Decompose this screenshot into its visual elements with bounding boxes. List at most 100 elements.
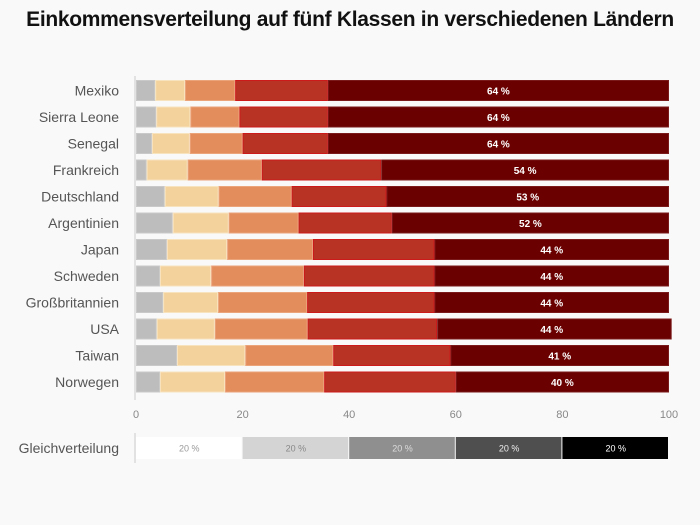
bar-segment-q3 <box>218 186 292 207</box>
bar-segment-q1 <box>136 80 156 101</box>
category-label: Norwegen <box>55 374 119 390</box>
data-label: 41 % <box>548 352 571 363</box>
bar-segment-q3 <box>189 133 243 154</box>
bar-segment-q3 <box>218 292 308 313</box>
data-label: 64 % <box>487 113 510 124</box>
data-label: 40 % <box>551 378 574 389</box>
bar-segment-q4 <box>298 212 392 234</box>
x-tick-label: 100 <box>660 409 678 421</box>
data-label: 64 % <box>487 140 510 151</box>
bar-row: Taiwan 41 % <box>75 345 669 366</box>
bar-row: Japan 44 % <box>81 239 670 260</box>
data-label: 44 % <box>540 325 563 336</box>
category-label: Argentinien <box>48 215 119 231</box>
bar-segment-q2 <box>155 80 186 101</box>
category-label: Taiwan <box>75 348 119 364</box>
bar-segment-q3 <box>227 239 313 260</box>
bar-segment-q5 <box>455 371 669 393</box>
bar-segment-q4 <box>261 159 382 181</box>
bar-segment-q4 <box>312 239 435 260</box>
reference-segment <box>349 437 455 459</box>
bar-segment-q3 <box>190 106 240 128</box>
bar-segment-q1 <box>136 318 157 340</box>
bar-segment-q1 <box>136 186 165 207</box>
bar-segment-q5 <box>434 265 670 287</box>
bar-segment-q5 <box>391 212 669 234</box>
chart-title: Einkommensverteilung auf fünf Klassen in… <box>26 8 674 31</box>
bar-segment-q1 <box>136 133 152 154</box>
bar-segment-q2 <box>164 186 219 207</box>
bar-segment-q4 <box>303 265 435 287</box>
bar-row: Schweden 44 % <box>54 265 670 287</box>
bar-segment-q4 <box>291 186 387 207</box>
bar-segment-q3 <box>214 318 308 340</box>
bar-segment-q3 <box>225 371 325 393</box>
reference-value-label: 20 % <box>286 444 307 454</box>
bar-segment-q4 <box>333 345 451 366</box>
category-label: Deutschland <box>41 189 119 205</box>
bar-segment-q1 <box>136 371 160 393</box>
bar-segment-q5 <box>327 80 669 101</box>
reference-value-label: 20 % <box>392 444 413 454</box>
reference-row: Gleichverteilung 20 % 20 % 20 % 20 % 20 % <box>19 437 668 459</box>
data-label: 44 % <box>540 246 563 257</box>
data-label: 53 % <box>516 193 539 204</box>
x-tick-label: 0 <box>133 409 139 421</box>
reference-segment <box>455 437 562 459</box>
bar-segment-q4 <box>307 318 438 340</box>
bar-row: Mexiko 64 % <box>75 80 669 101</box>
reference-value-label: 20 % <box>179 444 200 454</box>
bar-segment-q5 <box>434 239 670 260</box>
bar-segment-q1 <box>136 159 147 181</box>
bar-segment-q1 <box>136 292 164 313</box>
data-label: 54 % <box>514 166 537 177</box>
x-tick-label: 40 <box>343 409 355 421</box>
bar-segment-q2 <box>156 318 215 340</box>
bar-segment-q2 <box>159 371 226 393</box>
bar-segment-q4 <box>239 106 328 128</box>
category-label: Frankreich <box>53 162 119 178</box>
bar-segment-q2 <box>172 212 229 234</box>
reference-value-label: 20 % <box>499 444 520 454</box>
bar-segment-q3 <box>185 80 236 101</box>
data-label: 64 % <box>487 87 510 98</box>
category-label: Senegal <box>68 136 119 152</box>
bar-segment-q2 <box>163 292 219 313</box>
bar-segment-q3 <box>228 212 299 234</box>
bar-segment-q3 <box>187 159 262 181</box>
bar-segment-q5 <box>381 159 669 181</box>
bar-segment-q2 <box>156 106 191 128</box>
x-axis-ticks: 0 20 40 60 80 100 <box>133 409 678 421</box>
bar-segment-q2 <box>159 265 212 287</box>
bar-segment-q1 <box>136 265 160 287</box>
category-label: USA <box>90 321 119 337</box>
bar-segment-q2 <box>146 159 188 181</box>
bar-segment-q5 <box>450 345 669 366</box>
bar-segment-q2 <box>151 133 190 154</box>
bar-segment-q5 <box>437 318 672 340</box>
bar-segment-q2 <box>166 239 228 260</box>
bar-row: Sierra Leone 64 % <box>39 106 669 128</box>
bar-row: Senegal 64 % <box>68 133 669 154</box>
bar-segment-q4 <box>324 371 456 393</box>
bar-segment-q1 <box>136 239 167 260</box>
bar-segment-q5 <box>327 133 669 154</box>
reference-segment <box>242 437 349 459</box>
bar-row: Großbritannien 44 % <box>26 292 670 313</box>
bar-row: Deutschland 53 % <box>41 186 669 207</box>
category-label: Japan <box>81 242 119 258</box>
reference-segment <box>136 437 242 459</box>
bar-segment-q3 <box>245 345 334 366</box>
x-tick-label: 60 <box>450 409 462 421</box>
bar-segment-q4 <box>235 80 328 101</box>
category-label: Sierra Leone <box>39 109 119 125</box>
bar-segment-q1 <box>136 345 178 366</box>
category-label: Schweden <box>54 268 119 284</box>
category-label: Großbritannien <box>26 295 119 311</box>
bar-segment-q3 <box>211 265 304 287</box>
x-tick-label: 20 <box>236 409 248 421</box>
bar-segment-q4 <box>242 133 328 154</box>
reference-segment <box>562 437 668 459</box>
reference-value-label: 20 % <box>605 444 626 454</box>
